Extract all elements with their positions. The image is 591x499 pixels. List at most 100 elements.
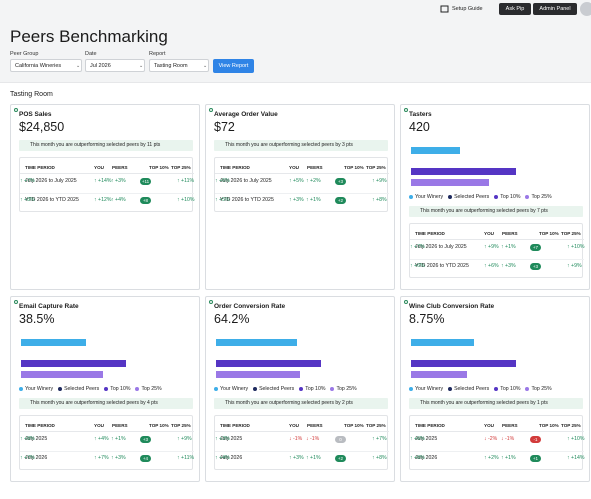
legend-item: Your Winery bbox=[409, 194, 443, 200]
column-header: YOU bbox=[289, 165, 299, 170]
legend-swatch bbox=[494, 195, 499, 199]
change-top25: ↑ +7% bbox=[20, 455, 35, 461]
filter-label: Peer Group bbox=[10, 51, 39, 57]
diff-pill: +8 bbox=[140, 196, 151, 204]
card-title: Order Conversion Rate bbox=[214, 303, 286, 310]
legend-item: Top 10% bbox=[494, 194, 520, 200]
column-header: TIME PERIOD bbox=[415, 231, 445, 236]
legend-swatch bbox=[58, 387, 63, 391]
table: TIME PERIOD YOU PEERS TOP 10% TOP 25% July 20… bbox=[409, 415, 584, 470]
period: July 2025 bbox=[415, 436, 438, 442]
legend-item: Selected Peers bbox=[448, 386, 489, 392]
bar bbox=[216, 370, 301, 378]
legend-swatch bbox=[19, 387, 23, 391]
legend-label: Top 10% bbox=[305, 386, 326, 392]
change-peers: ↓ -1% bbox=[501, 436, 515, 442]
column-header: TOP 10% bbox=[344, 423, 364, 428]
legend-label: Top 10% bbox=[500, 386, 521, 392]
change-top25: ↑ +3% bbox=[215, 436, 230, 442]
legend-item: Top 10% bbox=[299, 386, 325, 392]
avatar[interactable] bbox=[580, 2, 591, 16]
table: TIME PERIOD YOU PEERS TOP 10% TOP 25% July 20… bbox=[19, 157, 194, 212]
table: TIME PERIOD YOU PEERS TOP 10% TOP 25% July 20… bbox=[214, 157, 389, 212]
bar bbox=[411, 178, 489, 186]
change-you: ↑ +3% bbox=[289, 197, 304, 203]
change-top10: ↑ +8% bbox=[372, 197, 387, 203]
column-header: TOP 25% bbox=[366, 165, 386, 170]
card-value: 420 bbox=[409, 120, 430, 134]
bar bbox=[216, 360, 321, 367]
column-header: TOP 25% bbox=[366, 423, 386, 428]
legend-swatch bbox=[214, 387, 218, 391]
diff-pill: +2 bbox=[335, 196, 346, 204]
legend-item: Top 25% bbox=[135, 386, 162, 392]
legend-item: Selected Peers bbox=[58, 386, 99, 392]
period: YTD 2026 to YTD 2025 bbox=[220, 197, 274, 203]
period: July 2026 to July 2025 bbox=[25, 178, 77, 184]
view-report-button[interactable]: View Report bbox=[213, 59, 254, 73]
column-header: YOU bbox=[484, 423, 494, 428]
legend-swatch bbox=[525, 387, 530, 391]
table: TIME PERIOD YOU PEERS TOP 10% TOP 25% July 20… bbox=[19, 415, 194, 470]
filter-label: Report bbox=[149, 51, 166, 57]
column-header: TOP 25% bbox=[561, 231, 581, 236]
diff-pill: +7 bbox=[530, 243, 541, 251]
period: YTD 2026 to YTD 2025 bbox=[25, 197, 79, 203]
bar bbox=[411, 168, 516, 175]
bar bbox=[411, 370, 468, 378]
ask-pip[interactable]: Ask Pip bbox=[499, 3, 531, 15]
change-you: ↓ -2% bbox=[484, 436, 498, 442]
column-header: TOP 25% bbox=[561, 423, 581, 428]
banner-icon bbox=[404, 108, 408, 112]
column-header: PEERS bbox=[502, 423, 518, 428]
change-peers: ↑ +4% bbox=[111, 197, 126, 203]
legend-swatch bbox=[135, 387, 140, 391]
diff-pill: +11 bbox=[140, 177, 151, 185]
change-top10: ↑ +9% bbox=[372, 178, 387, 184]
change-you: ↑ +12% bbox=[94, 197, 112, 203]
date-select[interactable]: Jul 2026 bbox=[85, 59, 145, 72]
card-title: POS Sales bbox=[19, 111, 52, 118]
banner-icon bbox=[14, 300, 18, 304]
change-peers: ↑ +3% bbox=[111, 455, 126, 461]
bar bbox=[21, 339, 86, 346]
chevron: ⌄ bbox=[203, 63, 208, 69]
change-top25: ↑ +8% bbox=[20, 436, 35, 442]
legend-item: Top 25% bbox=[525, 386, 552, 392]
change-top25: ↑ +5% bbox=[215, 197, 230, 203]
change-peers: ↑ +1% bbox=[306, 197, 321, 203]
legend-label: Your Winery bbox=[25, 386, 54, 392]
change-peers: ↓ -1% bbox=[306, 436, 320, 442]
legend-item: Top 25% bbox=[330, 386, 357, 392]
change-top25: ↑ +8% bbox=[410, 455, 425, 461]
period: July 2025 bbox=[25, 436, 48, 442]
legend-label: Top 25% bbox=[141, 386, 162, 392]
change-top25: ↑ +6% bbox=[215, 178, 230, 184]
peer-group-select[interactable]: California Wineries bbox=[10, 59, 82, 72]
column-header: PEERS bbox=[112, 165, 128, 170]
legend: Your Winery Selected Peers Top 10% Top 25% bbox=[409, 194, 552, 200]
change-you: ↑ +7% bbox=[94, 455, 109, 461]
bar bbox=[411, 339, 474, 346]
legend-swatch bbox=[409, 195, 413, 199]
setup-guide[interactable]: Setup Guide bbox=[452, 6, 483, 12]
change-top10: ↑ +8% bbox=[372, 455, 387, 461]
banner: This month you are outperforming selecte… bbox=[19, 398, 193, 409]
card-value: 64.2% bbox=[214, 312, 250, 326]
legend-item: Top 10% bbox=[104, 386, 130, 392]
card-title: Average Order Value bbox=[214, 111, 278, 118]
legend-label: Top 10% bbox=[500, 194, 521, 200]
row-rule bbox=[20, 193, 194, 194]
legend-swatch bbox=[448, 387, 453, 391]
row-rule bbox=[410, 259, 584, 260]
card-value: 38.5% bbox=[19, 312, 55, 326]
banner: This month you are outperforming selecte… bbox=[19, 140, 193, 151]
card-value: 8.75% bbox=[409, 312, 445, 326]
report-select[interactable]: Tasting Room bbox=[149, 59, 209, 72]
card-value: $24,850 bbox=[19, 120, 65, 134]
legend-label: Selected Peers bbox=[454, 386, 490, 392]
legend-label: Selected Peers bbox=[259, 386, 295, 392]
admin-panel[interactable]: Admin Panel bbox=[533, 3, 577, 15]
change-peers: ↑ +1% bbox=[111, 436, 126, 442]
